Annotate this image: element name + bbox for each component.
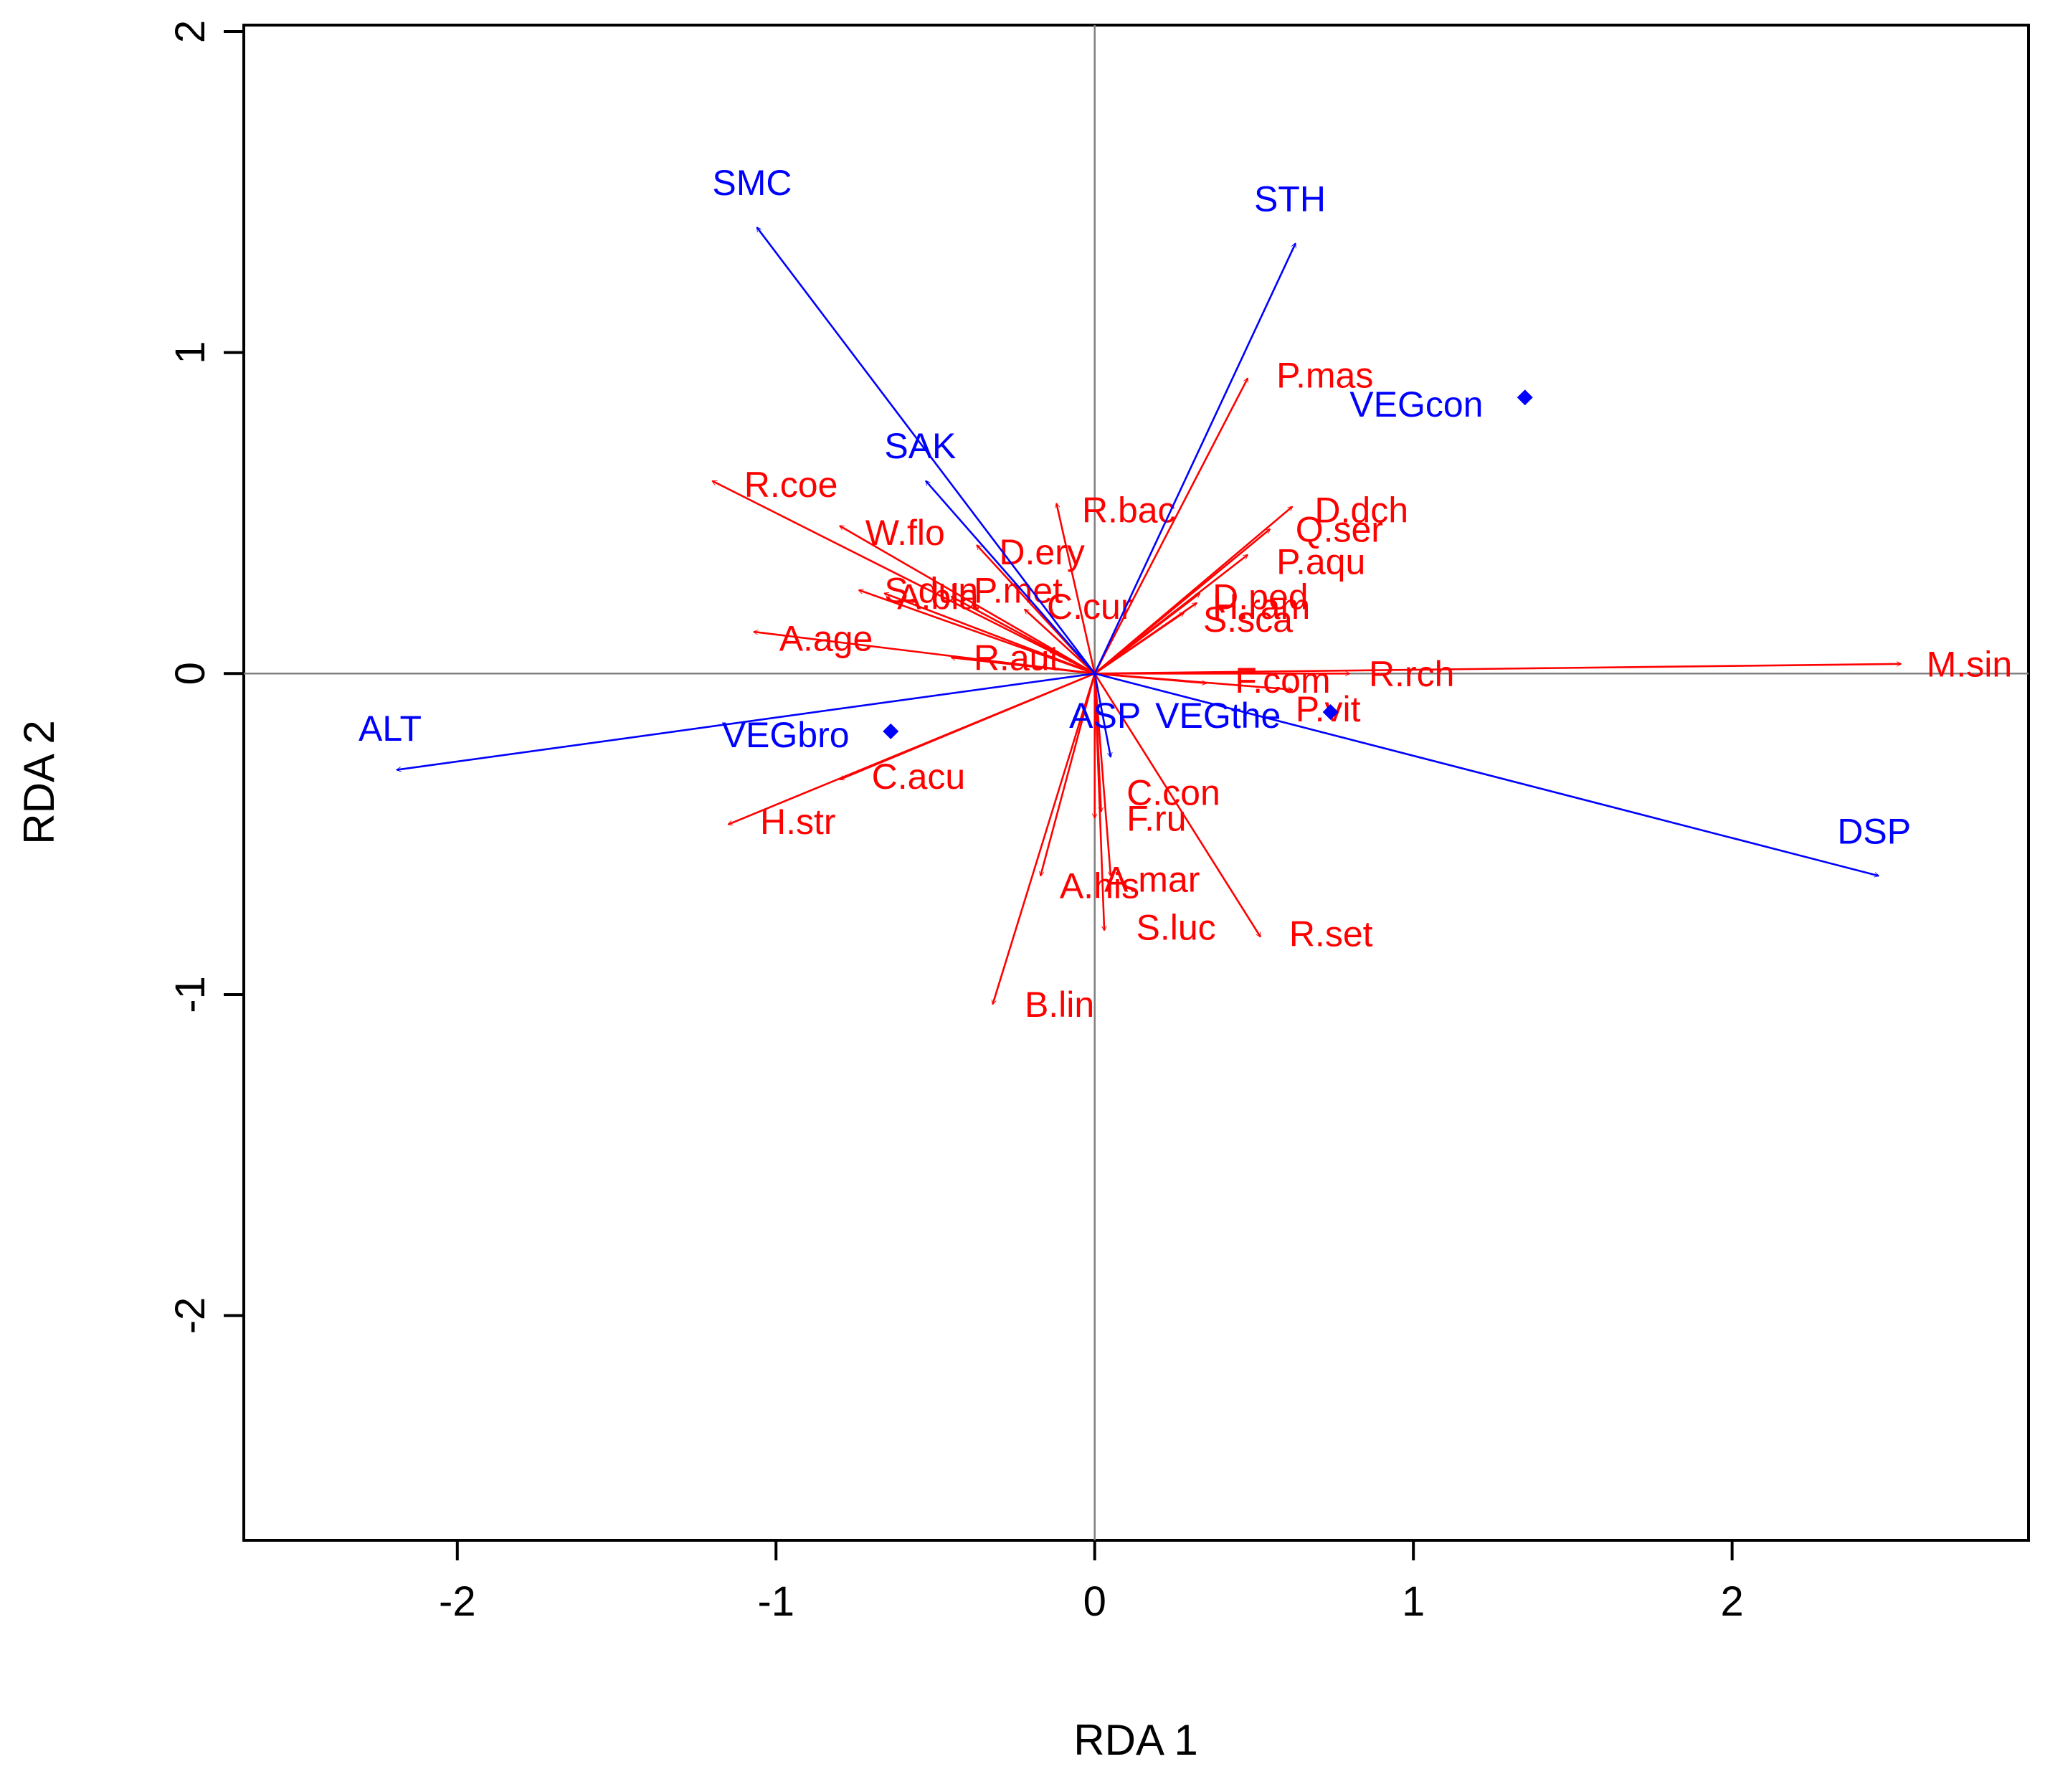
species-label-a-bla: A.bla [897, 577, 979, 617]
environment-centroids: VEGcon VEGbro VEGthe [722, 384, 1533, 755]
x-tick-label: 2 [1721, 1578, 1744, 1625]
species-arrow-p-mas [1093, 378, 1249, 674]
species-arrow-a-his [1040, 673, 1096, 876]
species-arrow-h-str [729, 673, 1096, 824]
species-arrow-d-ped [1093, 592, 1200, 675]
species-arrow-r-bac [1056, 503, 1096, 674]
species-label-s-luc: S.luc [1136, 908, 1216, 948]
species-label-c-cur: C.cur [1047, 587, 1132, 627]
centroid-point-vegcon [1517, 389, 1533, 406]
species-label-f-com: F.com [1235, 660, 1330, 701]
species-label-c-con: C.con [1126, 773, 1220, 813]
env-label-smc: SMC [712, 163, 792, 203]
env-arrow-alt [397, 673, 1095, 769]
species-arrow-a-bla [884, 593, 1096, 675]
env-label-dsp: DSP [1837, 811, 1911, 851]
species-arrow-q-ser [1093, 529, 1270, 675]
y-tick-label: 1 [167, 341, 214, 364]
env-arrow-dsp [1094, 673, 1879, 876]
species-label-h-str: H.str [760, 802, 836, 842]
env-label-sth: STH [1254, 179, 1326, 219]
species-arrow-a-mar [1093, 673, 1111, 876]
species-arrow-c-cur [1025, 610, 1096, 675]
y-tick-label: 0 [167, 662, 214, 685]
x-tick-label: 0 [1083, 1578, 1106, 1625]
species-label-f-ru: F.ru [1126, 798, 1186, 838]
species-label-r-coe: R.coe [744, 465, 838, 505]
species-label-b-lin: B.lin [1025, 985, 1094, 1025]
env-arrow-smc [756, 227, 1096, 675]
species-arrow-r-aut [952, 658, 1095, 675]
x-tick-label: -1 [757, 1578, 794, 1625]
plot-frame [242, 24, 2030, 1542]
species-arrow-s-sca [1093, 612, 1184, 675]
species-label-h-ram: H.ram [1213, 587, 1310, 627]
species-arrow-r-coe [712, 480, 1096, 675]
env-label-sak: SAK [884, 426, 956, 466]
species-arrow-b-lin [992, 673, 1096, 1004]
x-axis-title: RDA 1 [1073, 1716, 1197, 1764]
species-label-p-mas: P.mas [1276, 356, 1373, 396]
species-label-d-ery: D.ery [999, 532, 1084, 572]
env-arrow-asp [1093, 673, 1111, 757]
species-arrow-m-sin [1094, 664, 1901, 675]
species-label-r-set: R.set [1289, 914, 1373, 954]
x-tick-label: 1 [1402, 1578, 1425, 1625]
y-tick-label: 2 [167, 20, 214, 43]
x-tick-label: -2 [439, 1578, 476, 1625]
env-arrow-sth [1093, 243, 1296, 674]
species-arrow-p-met [952, 595, 1096, 675]
y-tick-label: -2 [167, 1297, 214, 1334]
species-label-s-dun: S.dun [884, 571, 978, 611]
species-label-s-sca: S.sca [1203, 599, 1293, 640]
species-arrow-w-flo [840, 525, 1096, 675]
species-arrow-s-dun [859, 590, 1096, 675]
species-arrow-p-vit [1094, 672, 1293, 689]
y-axis: -2 -1 0 1 2 [167, 20, 244, 1334]
species-label-a-mar: A.mar [1104, 859, 1200, 899]
species-label-d-ped: D.ped [1213, 577, 1308, 617]
species-label-m-sin: M.sin [1927, 645, 2012, 685]
species-arrow-r-set [1093, 673, 1261, 937]
y-tick-label: -1 [167, 976, 214, 1013]
centroid-point-vegthe [1322, 704, 1339, 721]
centroid-label-vegbro: VEGbro [722, 715, 850, 755]
x-axis: -2 -1 0 1 2 [439, 1540, 1744, 1625]
environment-arrows: SMC STH SAK ALT DSP ASP [359, 163, 1911, 876]
species-arrows: M.sinR.rchF.comP.vitP.masD.dchQ.serP.aqu… [712, 356, 2012, 1025]
species-label-r-aut: R.aut [974, 638, 1060, 678]
centroid-label-vegthe: VEGthe [1155, 696, 1281, 736]
species-label-q-ser: Q.ser [1296, 510, 1383, 550]
species-label-r-rch: R.rch [1369, 654, 1454, 694]
y-axis-title: RDA 2 [15, 720, 63, 844]
env-label-alt: ALT [359, 708, 422, 749]
species-label-a-age: A.age [779, 619, 873, 659]
species-label-w-flo: W.flo [865, 513, 945, 553]
env-arrow-sak [926, 481, 1096, 675]
species-label-r-bac: R.bac [1082, 490, 1176, 531]
species-label-c-acu: C.acu [872, 757, 966, 797]
species-label-d-dch: D.dch [1314, 490, 1408, 531]
species-label-p-aqu: P.aqu [1276, 541, 1365, 582]
species-arrow-s-luc [1093, 673, 1104, 930]
species-label-p-met: P.met [974, 571, 1063, 611]
centroid-point-vegbro [883, 723, 899, 739]
centroid-label-vegcon: VEGcon [1349, 384, 1483, 425]
species-label-a-his: A.his [1060, 866, 1139, 906]
env-label-asp: ASP [1069, 696, 1141, 736]
